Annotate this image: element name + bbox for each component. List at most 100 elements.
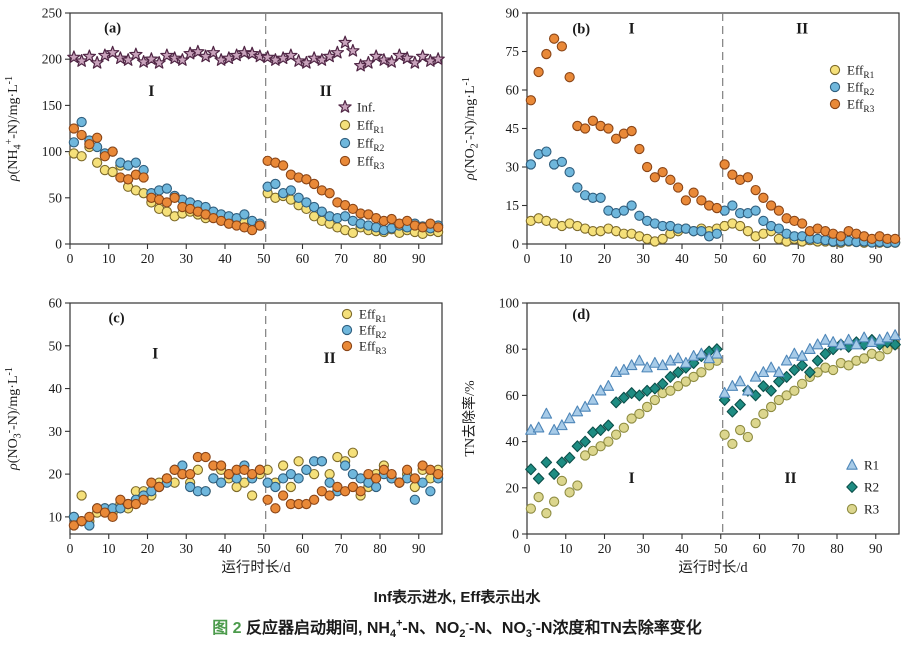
figure-title-text: -: [531, 617, 536, 630]
svg-text:EffR1: EffR1: [357, 118, 385, 137]
figure-title-text: 4: [390, 628, 397, 641]
legend-item-effr2: EffR2: [341, 323, 387, 342]
y-axis-title: ρ(NH4+-N)/mg·L-1: [4, 76, 24, 182]
svg-text:90: 90: [869, 541, 883, 556]
legend-item-r3: R3: [846, 502, 879, 517]
svg-text:R3: R3: [864, 502, 879, 517]
svg-text:40: 40: [218, 251, 232, 266]
phase-label-1: I: [629, 21, 635, 38]
series-EffR3: [68, 123, 444, 236]
data-series: [67, 35, 445, 239]
svg-text:60: 60: [506, 388, 520, 403]
svg-text:15: 15: [506, 198, 520, 213]
x-axis-title: 运行时长/d: [678, 559, 748, 576]
svg-text:0: 0: [55, 237, 62, 252]
svg-text:30: 30: [180, 541, 194, 556]
svg-text:30: 30: [180, 251, 194, 266]
axes: 0 50 100 150 200 250 0 10 20 30 40 50 60 70 80 90: [42, 6, 443, 266]
svg-text:10: 10: [102, 541, 116, 556]
series-EffR3: [525, 33, 901, 245]
svg-text:80: 80: [830, 251, 844, 266]
figure-number: 图 2: [212, 620, 246, 637]
series-R3: [525, 339, 901, 519]
phase-label-2: II: [796, 21, 808, 38]
charts-grid: 0 50 100 150 200 250 0 10 20 30 40 50 60 70 80 90 (a) I II…: [4, 6, 901, 576]
phase-label-2: II: [324, 350, 336, 367]
svg-text:50: 50: [714, 541, 728, 556]
svg-text:30: 30: [506, 160, 520, 175]
svg-text:0: 0: [524, 541, 531, 556]
axes: 10 20 30 40 50 60 0 10 20 30 40 50 60 70 80 90: [49, 296, 443, 556]
legend-item-effr1: EffR1: [339, 118, 385, 137]
legend-item-effr2: EffR2: [829, 80, 875, 99]
svg-text:60: 60: [506, 83, 520, 98]
data-series: [525, 329, 901, 519]
svg-text:80: 80: [830, 541, 844, 556]
phase-label-1: I: [148, 83, 154, 100]
svg-text:90: 90: [869, 251, 883, 266]
legend: R1 R2 R3: [846, 458, 879, 517]
figure-caption: Inf表示进水, Eff表示出水 图 2 反应器启动期间, NH4+-N、NO2…: [0, 586, 914, 640]
figure-title: 图 2 反应器启动期间, NH4+-N、NO2--N、NO3--N浓度和TN去除…: [0, 614, 914, 641]
phase-label-2: II: [784, 470, 796, 487]
svg-text:40: 40: [218, 541, 232, 556]
svg-text:50: 50: [49, 190, 63, 205]
legend-item-r1: R1: [846, 458, 879, 473]
panel-letter: (d): [572, 307, 590, 323]
data-series: [68, 447, 444, 531]
svg-text:50: 50: [257, 541, 271, 556]
svg-text:70: 70: [335, 251, 349, 266]
x-axis-title: 运行时长/d: [221, 559, 291, 576]
svg-text:EffR2: EffR2: [847, 80, 875, 99]
svg-text:100: 100: [42, 144, 63, 159]
series-EffR3: [68, 451, 444, 531]
svg-text:EffR1: EffR1: [847, 63, 875, 82]
svg-text:0: 0: [67, 251, 74, 266]
svg-text:60: 60: [753, 251, 767, 266]
y-axis-title: ρ(NO3--N)/mg·L-1: [4, 367, 24, 471]
svg-text:R2: R2: [864, 480, 879, 495]
svg-text:0: 0: [67, 541, 74, 556]
svg-text:200: 200: [42, 52, 63, 67]
svg-text:45: 45: [506, 121, 520, 136]
svg-text:100: 100: [499, 296, 520, 311]
svg-text:50: 50: [49, 338, 63, 353]
svg-text:150: 150: [42, 98, 63, 113]
svg-text:0: 0: [512, 237, 519, 252]
svg-text:30: 30: [637, 251, 651, 266]
figure-title-text: -N浓度和TN去除率变化: [535, 620, 702, 637]
svg-text:20: 20: [141, 541, 155, 556]
svg-text:90: 90: [412, 251, 426, 266]
svg-text:20: 20: [506, 480, 520, 495]
svg-text:70: 70: [792, 541, 806, 556]
panel-letter: (a): [104, 20, 121, 36]
svg-text:R1: R1: [864, 458, 879, 473]
figure-title-text: -: [465, 617, 469, 630]
svg-text:50: 50: [257, 251, 271, 266]
svg-text:40: 40: [506, 434, 520, 449]
legend-item-effr1: EffR1: [341, 307, 387, 325]
legend-item-effr1: EffR1: [829, 63, 875, 82]
legend-item-r2: R2: [846, 480, 879, 495]
svg-text:80: 80: [373, 541, 387, 556]
svg-text:20: 20: [598, 251, 612, 266]
svg-text:10: 10: [559, 251, 573, 266]
svg-text:EffR3: EffR3: [847, 97, 875, 116]
svg-text:EffR2: EffR2: [359, 323, 387, 342]
svg-text:0: 0: [512, 527, 519, 542]
svg-text:90: 90: [506, 6, 520, 21]
y-axis-title: ρ(NO2--N)/mg·L-1: [461, 77, 481, 181]
svg-text:90: 90: [412, 541, 426, 556]
svg-text:60: 60: [49, 296, 63, 311]
svg-text:EffR3: EffR3: [359, 339, 387, 358]
svg-text:EffR3: EffR3: [357, 154, 385, 173]
legend-item-effr3: EffR3: [339, 154, 385, 173]
panel-letter: (c): [108, 310, 124, 326]
